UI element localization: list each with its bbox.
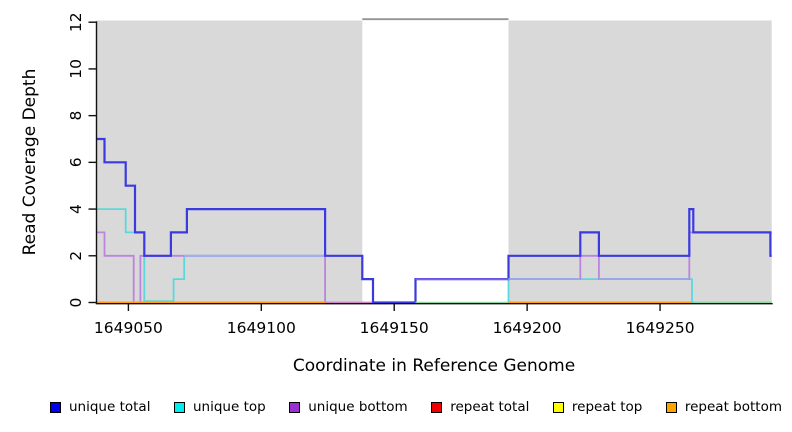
y-axis-title: Read Coverage Depth [20,68,40,256]
legend-label: repeat bottom [684,399,782,415]
x-tick-label: 1649100 [227,319,296,337]
legend-swatch-repeat-top [552,401,564,413]
x-tick-label: 1649250 [626,319,695,337]
legend-label: repeat total [450,399,530,415]
legend-swatch-unique-top [174,401,185,413]
legend-swatch-repeat-bottom [665,401,677,413]
y-tick-label: 4 [67,204,85,214]
legend-swatch-unique-bottom [289,401,301,413]
legend-item-repeat-total: repeat total [431,399,529,415]
legend-item-unique-bottom: unique bottom [289,399,408,415]
coverage-plot: 0 2 4 6 8 10 12 1649050 1649100 1649150 1649200 164… [67,12,773,337]
y-tick-label: 12 [67,12,85,32]
x-axis-title: Coordinate in Reference Genome [292,356,576,376]
legend-item-repeat-bottom: repeat bottom [665,399,782,415]
y-tick-label: 6 [67,157,85,167]
legend-swatch-unique-total [50,401,61,413]
y-tick-label: 10 [67,59,85,79]
shaded-regions [96,20,772,304]
legend-label: unique bottom [308,399,408,415]
axes: 0 2 4 6 8 10 12 1649050 1649100 1649150 1649200 164… [67,12,773,337]
x-tick-label: 1649200 [493,319,562,337]
y-tick-label: 2 [67,251,85,261]
x-tick-label: 1649150 [360,319,429,337]
series-unique-total [96,137,772,304]
y-tick-label: 0 [67,298,85,308]
x-tick-label: 1649050 [94,319,163,337]
legend-label: unique total [69,399,151,415]
legend-item-unique-top: unique top [174,399,266,415]
legend-swatch-repeat-total [431,401,443,413]
legend: unique total unique top unique bottom re… [50,397,782,417]
legend-label: unique top [193,399,266,415]
legend-item-repeat-top: repeat top [552,399,643,415]
y-tick-label: 8 [67,111,85,121]
legend-label: repeat top [571,399,643,415]
legend-item-unique-total: unique total [50,399,150,415]
